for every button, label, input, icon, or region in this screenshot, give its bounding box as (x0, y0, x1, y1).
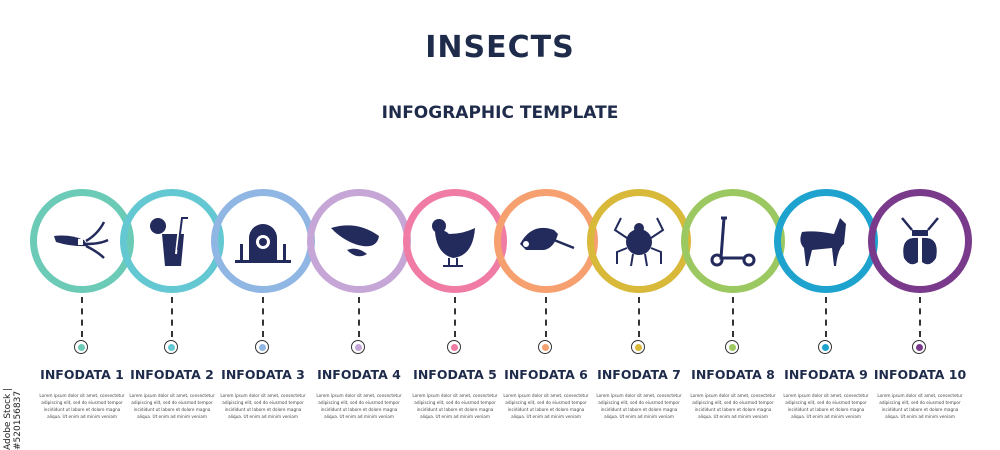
connector-line (358, 297, 360, 337)
squid-icon (54, 221, 109, 259)
connector-line (825, 297, 827, 337)
step-description: Lorem ipsum dolor sit amet, consectetur … (220, 393, 306, 419)
watermark-text: Adobe Stock | #520156837 (3, 387, 23, 450)
porcupine-icon (520, 227, 575, 250)
page-title: INSECTS (425, 30, 575, 65)
step-3: INFODATA 3 Lorem ipsum dolor sit amet, c… (208, 0, 318, 450)
step-8: INFODATA 8 Lorem ipsum dolor sit amet, c… (678, 0, 788, 450)
step-label: INFODATA 4 (317, 367, 401, 382)
step-dot (538, 340, 552, 354)
step-label: INFODATA 10 (873, 367, 967, 382)
hen-icon (432, 219, 475, 267)
page-subtitle: INFOGRAPHIC TEMPLATE (381, 103, 619, 123)
step-description: Lorem ipsum dolor sit amet, consectetur … (503, 393, 589, 419)
step-dot (818, 340, 832, 354)
connector-line (171, 297, 173, 337)
cocktail-icon (150, 217, 188, 266)
step-description: Lorem ipsum dolor sit amet, consectetur … (596, 393, 682, 419)
connector-line (919, 297, 921, 337)
step-description: Lorem ipsum dolor sit amet, consectetur … (783, 393, 869, 419)
step-label: INFODATA 3 (221, 367, 305, 382)
tick-icon (613, 217, 665, 267)
llama-icon (800, 218, 846, 266)
connector-line (454, 297, 456, 337)
step-description: Lorem ipsum dolor sit amet, consectetur … (316, 393, 402, 419)
step-label: INFODATA 8 (691, 367, 775, 382)
step-label: INFODATA 7 (597, 367, 681, 382)
shrimp-icon (331, 225, 379, 257)
step-dot (912, 340, 926, 354)
connector-line (81, 297, 83, 337)
step-label: INFODATA 9 (784, 367, 868, 382)
step-dot (74, 340, 88, 354)
connector-line (638, 297, 640, 337)
step-10: INFODATA 10 Lorem ipsum dolor sit amet, … (865, 0, 975, 450)
step-description: Lorem ipsum dolor sit amet, consectetur … (39, 393, 125, 419)
connector-line (732, 297, 734, 337)
step-description: Lorem ipsum dolor sit amet, consectetur … (129, 393, 215, 419)
step-4: INFODATA 4 Lorem ipsum dolor sit amet, c… (304, 0, 414, 450)
connector-line (262, 297, 264, 337)
step-dot (351, 340, 365, 354)
step-label: INFODATA 1 (40, 367, 124, 382)
step-dot (164, 340, 178, 354)
step-dot (255, 340, 269, 354)
step-label: INFODATA 6 (504, 367, 588, 382)
beetle-icon (901, 217, 939, 265)
step-description: Lorem ipsum dolor sit amet, consectetur … (877, 393, 963, 419)
connector-line (545, 297, 547, 337)
scooter-icon (710, 216, 756, 267)
step-description: Lorem ipsum dolor sit amet, consectetur … (412, 393, 498, 419)
tunnel-icon (235, 224, 291, 263)
step-description: Lorem ipsum dolor sit amet, consectetur … (690, 393, 776, 419)
step-dot (447, 340, 461, 354)
step-5: INFODATA 5 Lorem ipsum dolor sit amet, c… (400, 0, 510, 450)
step-label: INFODATA 5 (413, 367, 497, 382)
step-dot (725, 340, 739, 354)
step-dot (631, 340, 645, 354)
step-ring (868, 189, 972, 293)
step-label: INFODATA 2 (130, 367, 214, 382)
